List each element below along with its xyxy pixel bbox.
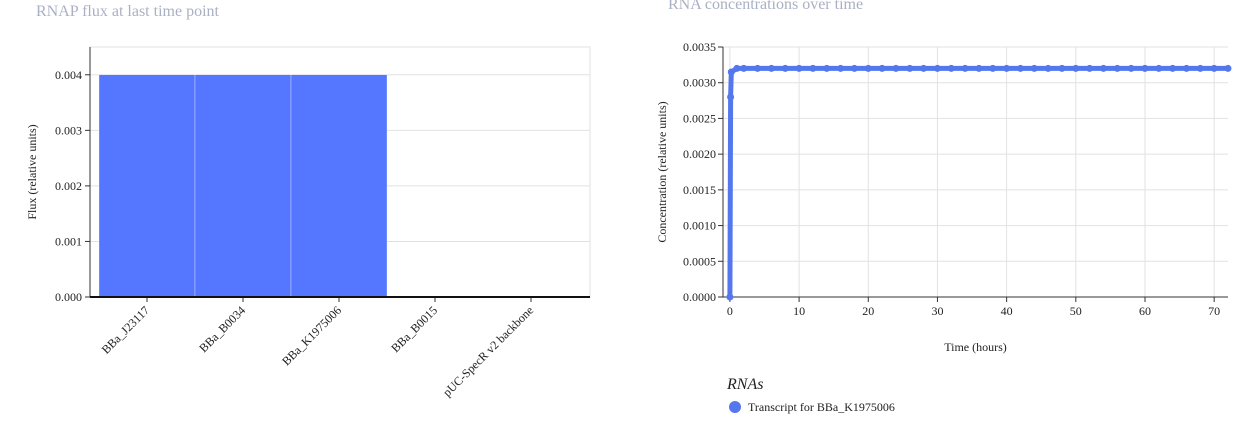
x-tick-label: 50 [1070, 304, 1082, 318]
point [1003, 64, 1011, 72]
point [823, 64, 831, 72]
point [1072, 64, 1080, 72]
x-tick-label: BBa_B0034 [196, 303, 248, 355]
point [961, 64, 969, 72]
point [850, 64, 858, 72]
y-tick-label: 0.0020 [683, 147, 716, 161]
x-tick-label: 20 [862, 304, 874, 318]
x-tick-label: 30 [931, 304, 943, 318]
point [1141, 64, 1149, 72]
point [947, 64, 955, 72]
x-tick-label: BBa_J23117 [99, 303, 152, 356]
point [740, 64, 748, 72]
x-tick-label: BBa_K1975006 [279, 303, 344, 368]
y-tick-label: 0.004 [55, 68, 82, 82]
point [781, 64, 789, 72]
point [1182, 64, 1190, 72]
point [1210, 64, 1218, 72]
point [933, 64, 941, 72]
point [1030, 64, 1038, 72]
y-tick-label: 0.0025 [683, 111, 716, 125]
bar [98, 74, 196, 298]
point [1196, 64, 1204, 72]
y-axis-label: Flux (relative units) [25, 124, 39, 219]
x-axis-label: Time (hours) [944, 340, 1007, 354]
point [989, 64, 997, 72]
point [767, 64, 775, 72]
x-tick-label: pUC-SpecR v2 backbone [440, 303, 536, 399]
y-tick-label: 0.0015 [683, 183, 716, 197]
x-tick-label: 60 [1139, 304, 1151, 318]
bar [194, 74, 292, 298]
y-tick-label: 0.000 [55, 290, 82, 304]
chart-title: RNA concentrations over time [668, 0, 863, 13]
point [878, 64, 886, 72]
x-tick-label: 70 [1208, 304, 1220, 318]
y-axis-label: Concentration (relative units) [655, 101, 669, 242]
line [727, 65, 1228, 298]
point [1044, 64, 1052, 72]
legend-title: RNAs [726, 376, 763, 393]
y-tick-label: 0.003 [55, 123, 82, 137]
y-tick-label: 0.0005 [683, 254, 716, 268]
point [809, 64, 817, 72]
legend-swatch [729, 401, 741, 413]
x-tick-label: 40 [1001, 304, 1013, 318]
chart-title: RNAP flux at last time point [36, 3, 220, 20]
point [1155, 64, 1163, 72]
point [754, 64, 762, 72]
point [920, 64, 928, 72]
point [892, 64, 900, 72]
y-tick-label: 0.0030 [683, 76, 716, 90]
point [733, 64, 741, 72]
y-tick-label: 0.002 [55, 179, 82, 193]
point [1169, 64, 1177, 72]
point [975, 64, 983, 72]
x-tick-label: 10 [793, 304, 805, 318]
x-tick-label: 0 [727, 304, 733, 318]
bar [290, 74, 388, 298]
point [1016, 64, 1024, 72]
point [1099, 64, 1107, 72]
y-tick-label: 0.0035 [683, 40, 716, 54]
legend-label: Transcript for BBa_K1975006 [748, 400, 895, 414]
point [864, 64, 872, 72]
point [1224, 64, 1232, 72]
point [1058, 64, 1066, 72]
point [795, 64, 803, 72]
y-tick-label: 0.0010 [683, 219, 716, 233]
x-tick-label: BBa_B0015 [388, 303, 440, 355]
point [837, 64, 845, 72]
y-tick-label: 0.0000 [683, 290, 716, 304]
point [906, 64, 914, 72]
point [1086, 64, 1094, 72]
point [727, 93, 735, 101]
point [1127, 64, 1135, 72]
y-tick-label: 0.001 [55, 234, 82, 248]
point [1113, 64, 1121, 72]
point [726, 293, 734, 301]
point [727, 68, 735, 76]
